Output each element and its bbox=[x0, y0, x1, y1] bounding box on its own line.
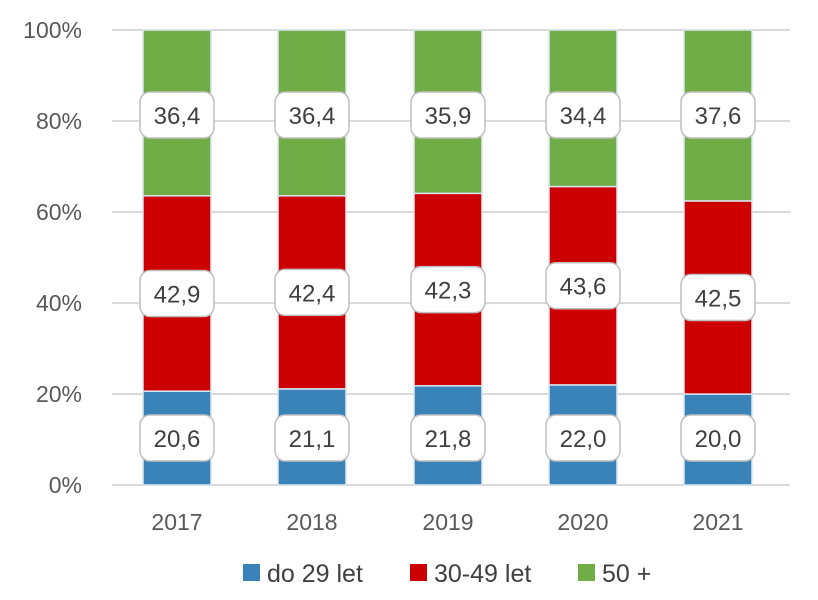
data-label: 42,3 bbox=[425, 278, 472, 305]
legend-swatch bbox=[578, 564, 595, 581]
data-label-box bbox=[680, 414, 756, 462]
data-label: 42,9 bbox=[154, 281, 201, 308]
data-label-box bbox=[680, 91, 756, 139]
legend-label: 50 + bbox=[602, 560, 651, 588]
legend-swatch bbox=[410, 564, 427, 581]
data-label-box bbox=[139, 414, 215, 462]
legend-swatch bbox=[243, 564, 260, 581]
data-label-box bbox=[410, 91, 486, 139]
data-label: 36,4 bbox=[154, 103, 201, 130]
data-label-box bbox=[274, 91, 350, 139]
legend-label: do 29 let bbox=[267, 560, 363, 588]
data-label: 35,9 bbox=[425, 103, 472, 130]
data-label-box bbox=[680, 273, 756, 322]
data-label: 42,5 bbox=[695, 286, 742, 313]
data-label: 36,4 bbox=[289, 103, 336, 130]
data-label: 20,0 bbox=[695, 426, 742, 453]
data-label-box bbox=[410, 265, 486, 314]
data-label: 21,1 bbox=[289, 426, 336, 453]
x-tick-label: 2018 bbox=[286, 509, 337, 535]
y-tick-label: 0% bbox=[49, 472, 82, 498]
y-tick-label: 100% bbox=[23, 17, 82, 43]
x-tick-label: 2020 bbox=[557, 509, 608, 535]
data-label-box bbox=[545, 91, 621, 139]
x-tick-label: 2017 bbox=[151, 509, 202, 535]
y-tick-label: 80% bbox=[36, 108, 82, 134]
data-label-box bbox=[274, 268, 350, 317]
data-label: 34,4 bbox=[560, 103, 607, 130]
data-label-box bbox=[545, 414, 621, 462]
data-label-box bbox=[545, 261, 621, 310]
data-label: 42,4 bbox=[289, 280, 336, 307]
x-tick-label: 2019 bbox=[422, 509, 473, 535]
y-tick-label: 40% bbox=[36, 290, 82, 316]
data-label: 20,6 bbox=[154, 426, 201, 453]
x-tick-label: 2021 bbox=[692, 509, 743, 535]
y-tick-label: 60% bbox=[36, 199, 82, 225]
data-label: 22,0 bbox=[560, 426, 607, 453]
data-label-box bbox=[410, 414, 486, 462]
data-label-box bbox=[139, 91, 215, 139]
data-label: 21,8 bbox=[425, 426, 472, 453]
data-label-box bbox=[274, 414, 350, 462]
data-label: 37,6 bbox=[695, 103, 742, 130]
data-label-box bbox=[139, 269, 215, 318]
data-label: 43,6 bbox=[560, 274, 607, 301]
legend-label: 30-49 let bbox=[434, 560, 531, 588]
y-tick-label: 20% bbox=[36, 381, 82, 407]
